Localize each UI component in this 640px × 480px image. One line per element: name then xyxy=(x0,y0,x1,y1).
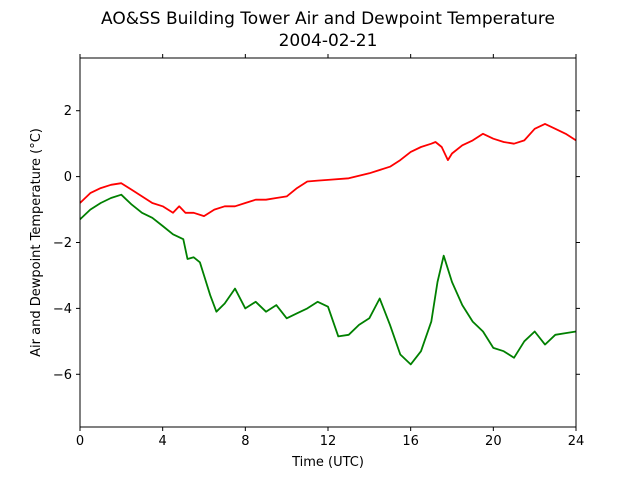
x-axis: 0 4 8 12 16 20 24 xyxy=(76,54,584,449)
x-tick-label: 24 xyxy=(568,434,585,449)
y-axis-label: Air and Dewpoint Temperature (°C) xyxy=(29,128,44,357)
y-tick-label: 0 xyxy=(64,170,72,185)
plot-frame xyxy=(79,57,577,428)
x-tick-label: 4 xyxy=(159,434,167,449)
chart-title: AO&SS Building Tower Air and Dewpoint Te… xyxy=(101,9,555,29)
series-line-1 xyxy=(79,123,577,218)
x-tick-label: 20 xyxy=(485,434,502,449)
x-tick-label: 8 xyxy=(241,434,249,449)
y-axis: −6 −4 −2 0 2 xyxy=(53,104,580,383)
x-tick-label: 16 xyxy=(402,434,419,449)
chart-subtitle: 2004-02-21 xyxy=(279,31,378,51)
y-tick-label: −2 xyxy=(53,236,72,251)
series-line-2 xyxy=(79,193,577,366)
y-tick-label: −6 xyxy=(53,368,72,383)
x-tick-label: 0 xyxy=(76,434,84,449)
series-layer xyxy=(79,123,577,366)
x-axis-label: Time (UTC) xyxy=(291,455,364,470)
y-tick-label: 2 xyxy=(64,104,72,119)
y-tick-label: −4 xyxy=(53,302,72,317)
x-tick-label: 12 xyxy=(320,434,337,449)
